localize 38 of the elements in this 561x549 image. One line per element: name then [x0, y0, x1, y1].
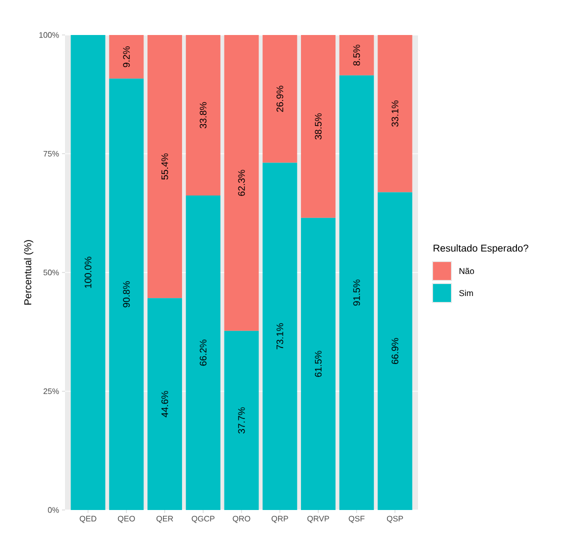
- bar: [148, 298, 182, 510]
- data-label: 91.5%: [353, 280, 360, 306]
- bar: [300, 34, 336, 218]
- bar: [262, 34, 298, 163]
- bar: [300, 218, 336, 510]
- data-label: 100.0%: [84, 256, 92, 288]
- bar: [224, 330, 259, 510]
- bar: [109, 78, 144, 510]
- data-label: 66.9%: [392, 338, 398, 364]
- data-label: 44.6%: [161, 390, 168, 418]
- bar: [148, 34, 182, 298]
- bar: [378, 192, 412, 510]
- data-label: 26.9%: [276, 86, 284, 112]
- data-label: 90.8%: [123, 281, 130, 308]
- bar: [339, 75, 374, 510]
- bar: [70, 34, 106, 510]
- bar: [224, 34, 259, 331]
- legend-label: Sim: [459, 290, 473, 296]
- bar: [186, 196, 220, 510]
- data-label: 66.2%: [200, 340, 206, 366]
- bar: [339, 34, 374, 76]
- bar: [378, 34, 412, 192]
- bar: [262, 162, 298, 510]
- data-label: 61.5%: [314, 350, 322, 377]
- data-label: 55.4%: [161, 153, 168, 180]
- data-label: 37.7%: [238, 407, 245, 434]
- data-label: 33.1%: [392, 100, 398, 127]
- data-label: 33.8%: [200, 102, 206, 128]
- bar: [109, 34, 144, 79]
- legend-title: Resultado Esperado?: [434, 244, 528, 254]
- data-label: 73.1%: [276, 323, 284, 350]
- data-label: 62.3%: [238, 170, 245, 196]
- data-label: 38.5%: [314, 113, 322, 140]
- legend-label: Não: [460, 268, 474, 274]
- data-label: 8.5%: [353, 44, 360, 66]
- y-axis-title: Percentual (%): [24, 240, 34, 305]
- data-label: 9.2%: [123, 46, 130, 68]
- bar: [186, 34, 220, 196]
